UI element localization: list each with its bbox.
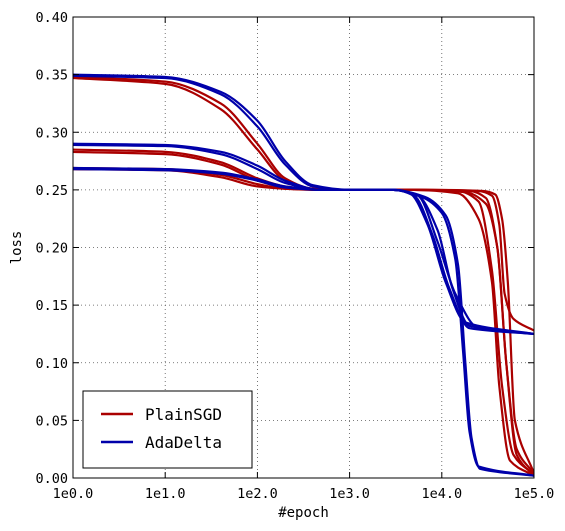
- series-lines: [73, 73, 534, 477]
- axis-ticks: [72, 16, 535, 479]
- legend-box: [82, 390, 253, 469]
- y-tick-label: 0.05: [35, 413, 68, 429]
- y-tick-label: 0.40: [35, 10, 68, 26]
- x-tick-labels: 1e0.0 1e1.0 1e2.0 1e3.0 1e4.0 1e5.0: [53, 486, 555, 502]
- y-tick-label: 0.10: [35, 356, 68, 372]
- x-tick-label: 1e4.0: [421, 486, 462, 502]
- y-axis-label: loss: [9, 231, 25, 265]
- adadelta-series-line-6: [73, 74, 534, 336]
- x-tick-label: 1e5.0: [514, 486, 555, 502]
- x-tick-label: 1e1.0: [145, 486, 186, 502]
- legend-label-adadelta: AdaDelta: [145, 433, 222, 452]
- adadelta-series-line-7: [73, 73, 534, 336]
- y-tick-label: 0.35: [35, 68, 68, 84]
- y-tick-label: 0.15: [35, 298, 68, 314]
- x-tick-label: 1e2.0: [237, 486, 278, 502]
- adadelta-series-line-11: [73, 168, 534, 336]
- legend-label-plainsgd: PlainSGD: [145, 405, 222, 424]
- x-tick-label: 1e3.0: [329, 486, 370, 502]
- y-tick-label: 0.20: [35, 241, 68, 257]
- y-tick-label: 0.30: [35, 125, 68, 141]
- y-tick-label: 0.25: [35, 183, 68, 199]
- x-tick-label: 1e0.0: [53, 486, 94, 502]
- adadelta-series-line-8: [73, 143, 534, 336]
- y-tick-labels: 0.00 0.05 0.10 0.15 0.20 0.25 0.30 0.35 0.40: [35, 10, 68, 487]
- legend: PlainSGD AdaDelta: [82, 390, 253, 469]
- y-tick-label: 0.00: [35, 471, 68, 487]
- x-axis-label: #epoch: [278, 505, 329, 521]
